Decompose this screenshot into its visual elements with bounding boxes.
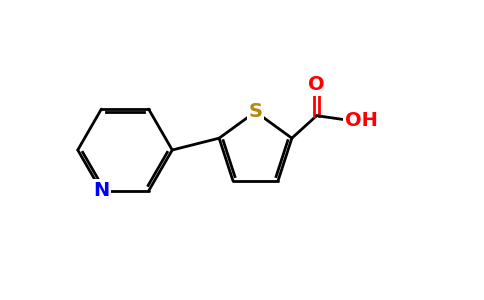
Text: O: O: [308, 75, 325, 94]
Text: OH: OH: [345, 111, 378, 130]
Text: S: S: [248, 102, 262, 121]
Text: N: N: [93, 182, 109, 200]
